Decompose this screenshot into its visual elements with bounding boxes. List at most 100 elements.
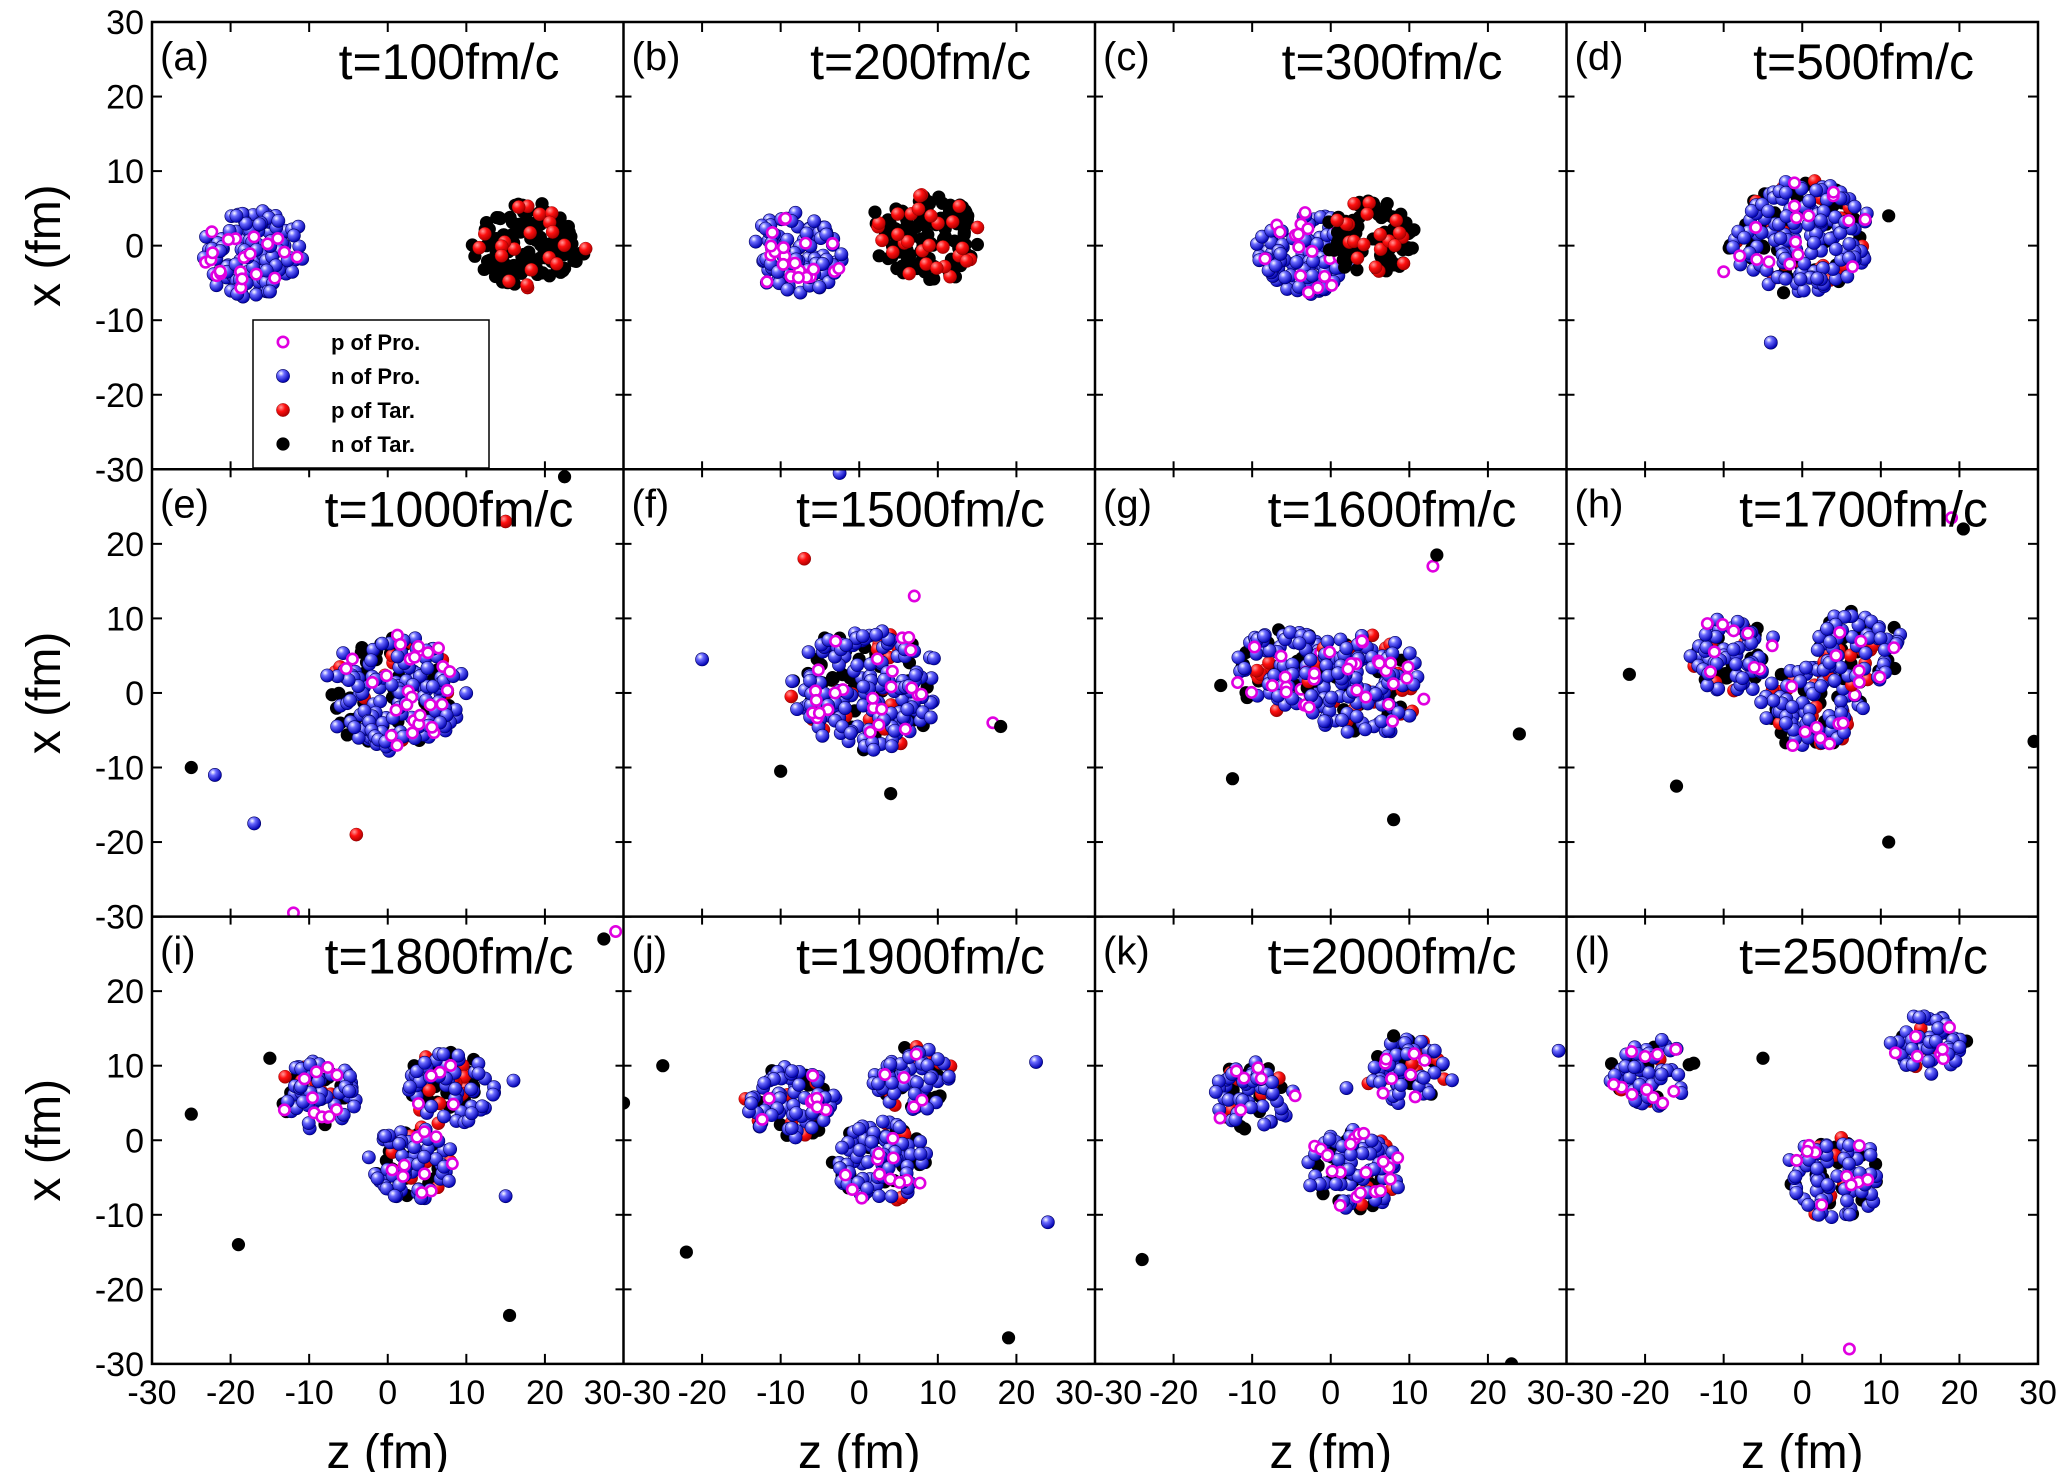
panel-j-cluster-1-n-pro xyxy=(883,1057,898,1072)
panel-c-time: t=300fm/c xyxy=(1282,34,1503,90)
panel-d-cluster-0-p-pro xyxy=(1789,211,1803,225)
panel-i-cluster-2-n-pro xyxy=(442,1174,456,1188)
panel-i-cluster-2-p-pro xyxy=(397,1158,411,1172)
panel-l-cluster-2-n-pro xyxy=(1788,1169,1803,1184)
legend-label-p-pro: p of Pro. xyxy=(331,330,420,355)
panel-c-points xyxy=(1250,194,1421,301)
panel-d-cluster-0-n-pro xyxy=(1778,271,1793,286)
panel-h-cluster-1-n-pro xyxy=(1814,679,1828,694)
panel-a-cluster-1-n-tar xyxy=(535,197,549,211)
panel-h-cluster-1-n-pro xyxy=(1856,701,1870,716)
panel-e-cluster-0-n-pro xyxy=(375,636,389,651)
panel-f-cluster-0-n-pro xyxy=(927,651,941,666)
panel-b-cluster-0-p-pro xyxy=(806,262,820,276)
panel-b-letter: (b) xyxy=(632,35,681,79)
x-tick-label: 0 xyxy=(1793,1374,1812,1412)
panel-d-cluster-0-n-pro xyxy=(1793,272,1808,287)
panel-l-time: t=2500fm/c xyxy=(1739,929,1988,985)
panel-h-free-n-tar xyxy=(2027,734,2038,749)
panel-k-cluster-2-n-pro xyxy=(1303,1178,1318,1193)
panel-h-cluster-1-n-pro xyxy=(1759,711,1774,726)
panel-d-cluster-0-n-pro xyxy=(1847,199,1862,214)
legend-symbol-p-pro xyxy=(276,335,290,349)
panel-k-free-n-tar xyxy=(1135,1252,1149,1267)
panel-b-cluster-0-n-pro xyxy=(807,214,822,229)
panel-d-free-n-tar xyxy=(1882,209,1896,223)
panel-j-letter: (j) xyxy=(632,930,668,974)
panel-i-cluster-2-n-pro xyxy=(417,1149,432,1164)
panel-l-letter: (l) xyxy=(1575,930,1611,974)
panel-b-cluster-0-p-pro xyxy=(776,257,790,271)
panel-l-cluster-2-p-pro xyxy=(1844,1178,1858,1192)
panel-h-cluster-0-n-pro xyxy=(1700,678,1715,693)
panel-g-time: t=1600fm/c xyxy=(1268,481,1517,537)
x-tick-label: 20 xyxy=(998,1374,1036,1412)
panel-c-cluster-0-n-pro xyxy=(1305,268,1320,283)
panel-j-cluster-0-n-pro xyxy=(757,1076,772,1091)
panel-a-cluster-0-p-pro xyxy=(213,264,227,278)
panel-i-cluster-0-p-pro xyxy=(277,1103,291,1117)
panel-f-cluster-0-p-pro xyxy=(872,718,886,732)
panel-j-cluster-2-n-pro xyxy=(913,1134,928,1149)
panel-d-points xyxy=(1717,174,1896,350)
panel-d-cluster-0-p-pro xyxy=(1762,255,1776,269)
panel-j-free-n-tar xyxy=(623,1096,631,1110)
panel-k-cluster-2-p-pro xyxy=(1320,1148,1334,1162)
panel-b-cluster-0-p-pro xyxy=(791,270,805,284)
panel-a-cluster-0-n-pro xyxy=(286,228,301,243)
panel-e-cluster-0-p-pro xyxy=(379,669,393,683)
y-tick-label: -10 xyxy=(95,302,144,340)
panel-e-cluster-0-n-pro xyxy=(364,653,379,668)
panel-d-cluster-0-p-pro xyxy=(1787,199,1801,213)
panel-j-cluster-2-p-pro xyxy=(892,1175,906,1189)
panel-g-cluster-0-n-pro xyxy=(1237,661,1252,676)
panel-c-cluster-1-p-tar xyxy=(1356,237,1371,252)
panel-h-cluster-1-n-pro xyxy=(1833,694,1848,708)
legend-label-n-tar: n of Tar. xyxy=(331,432,415,457)
panel-a-cluster-1-p-tar xyxy=(502,274,516,288)
panel-k-cluster-2-n-pro xyxy=(1328,1177,1343,1192)
legend-label-n-pro: n of Pro. xyxy=(331,364,420,389)
legend-label-p-tar: p of Tar. xyxy=(331,398,415,423)
panel-h-cluster-2-n-pro xyxy=(1837,609,1852,624)
panel-b-cluster-0-p-pro xyxy=(788,256,802,270)
panel-a-cluster-1-p-tar xyxy=(545,225,560,239)
panel-k-cluster-2-n-pro xyxy=(1322,1132,1337,1147)
x-tick-label: -20 xyxy=(1621,1374,1670,1412)
panel-d-cluster-0-p-pro xyxy=(1802,209,1816,223)
panel-d-cluster-0-p-pro xyxy=(1858,213,1872,227)
panel-e-cluster-0-p-pro xyxy=(435,697,449,711)
panel-g-cluster-1-p-pro xyxy=(1359,690,1373,704)
panel-h-cluster-2-p-pro xyxy=(1887,641,1901,655)
panel-k-cluster-0-n-pro xyxy=(1255,1099,1270,1114)
panel-h-cluster-0-n-pro xyxy=(1735,671,1750,686)
points-layer xyxy=(184,174,2038,1364)
panel-b-cluster-1-p-tar xyxy=(890,227,905,242)
panel-g-free-n-tar xyxy=(1214,678,1228,693)
panel-i-cluster-0-p-pro xyxy=(330,1068,344,1082)
panel-j-cluster-1-p-pro xyxy=(897,1071,911,1085)
panel-b-cluster-1-p-tar xyxy=(929,261,944,275)
panel-a-cluster-1-n-tar xyxy=(479,216,494,230)
panel-h-cluster-2-n-pro xyxy=(1820,621,1835,636)
panel-f-free-p-tar xyxy=(797,551,812,566)
panel-l-cluster-1-n-pro xyxy=(1912,1010,1927,1025)
panel-d-cluster-0-n-pro xyxy=(1813,213,1828,228)
panel-f-cluster-0-n-pro xyxy=(855,629,870,643)
y-tick-label: 30 xyxy=(106,4,144,42)
x-tick-label: 0 xyxy=(378,1374,397,1412)
panel-k-points xyxy=(1135,1029,1566,1364)
panel-l-cluster-2-p-pro xyxy=(1861,1173,1875,1187)
panel-d-cluster-0-n-pro xyxy=(1802,194,1817,208)
panel-d-cluster-0-n-pro xyxy=(1807,235,1821,250)
panel-k-cluster-2-p-pro xyxy=(1357,1126,1371,1140)
panel-b-cluster-0-p-pro xyxy=(799,236,813,250)
panel-i-cluster-2-n-pro xyxy=(387,1188,402,1203)
panel-b-cluster-0-n-pro xyxy=(780,282,795,297)
panel-f-cluster-0-n-pro xyxy=(803,673,817,688)
panel-k-cluster-1-p-pro xyxy=(1379,1052,1393,1066)
panel-d-cluster-0-p-pro xyxy=(1749,220,1763,234)
panel-c-cluster-0-p-pro xyxy=(1298,206,1312,220)
panel-a-cluster-0-p-pro xyxy=(221,233,235,247)
panel-a-cluster-0-p-pro xyxy=(271,231,285,245)
